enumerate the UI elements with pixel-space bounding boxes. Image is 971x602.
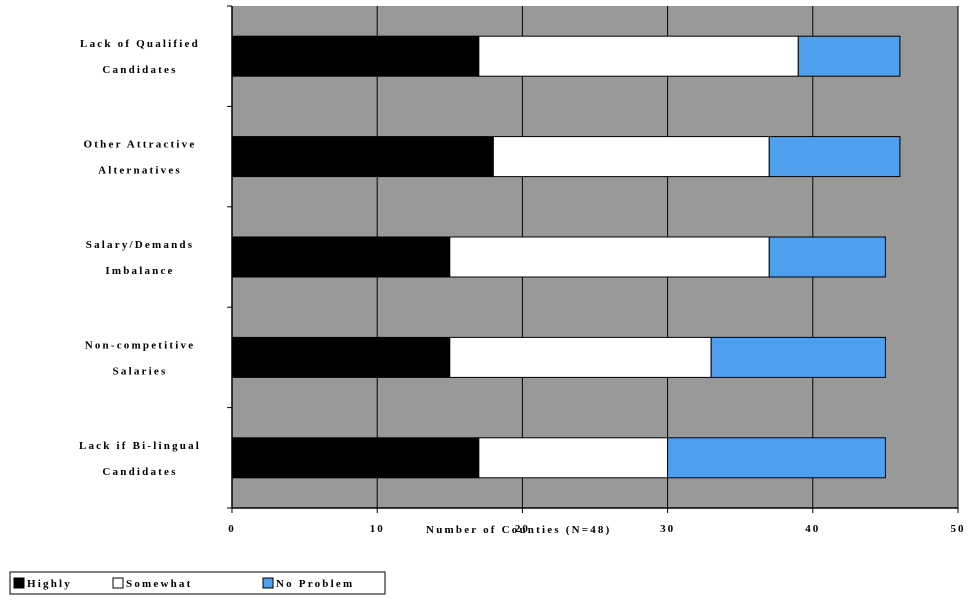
x-tick-label: 0 — [228, 523, 236, 535]
bar-somewhat — [449, 236, 770, 278]
bar-highly — [231, 336, 451, 378]
bar-highly — [231, 35, 480, 77]
legend-swatch — [112, 577, 124, 589]
x-tick-label: 30 — [660, 523, 675, 535]
y-axis: Lack of Qualified Candidates Other Attract… — [79, 5, 233, 509]
bar-no-problem — [710, 336, 886, 378]
legend-swatch — [262, 577, 274, 589]
category-label: Lack if Bi-lingual — [79, 440, 201, 452]
bar-no-problem — [768, 136, 901, 178]
x-tick-label: 50 — [951, 523, 966, 535]
bars — [231, 35, 901, 479]
category-label: Lack of Qualified — [80, 38, 200, 50]
category-label: Salary/Demands — [86, 239, 194, 251]
x-tick-label: 40 — [805, 523, 820, 535]
bar-no-problem — [667, 437, 886, 479]
category-label: Other Attractive — [84, 139, 197, 151]
legend-swatch — [13, 577, 25, 589]
legend-label: Somewhat — [126, 578, 193, 590]
bar-somewhat — [478, 35, 799, 77]
category-label: Candidates — [102, 466, 177, 478]
legend: Highly Somewhat No Problem — [9, 571, 386, 595]
legend-label: No Problem — [276, 578, 354, 590]
legend-box — [9, 571, 386, 595]
bar-somewhat — [478, 437, 669, 479]
x-tick-label: 20 — [515, 523, 530, 535]
category-label: Salaries — [113, 365, 168, 377]
x-axis-title: Number of Counties (N=48) — [426, 524, 611, 536]
bar-no-problem — [768, 236, 886, 278]
bar-somewhat — [449, 336, 712, 378]
bar-highly — [231, 136, 494, 178]
category-label: Candidates — [102, 64, 177, 76]
x-tick-label: 10 — [370, 523, 385, 535]
category-label: Alternatives — [98, 165, 182, 177]
bar-somewhat — [492, 136, 770, 178]
bar-highly — [231, 236, 451, 278]
x-axis: 0 10 20 30 40 50 — [228, 507, 966, 535]
legend-label: Highly — [27, 578, 72, 590]
category-label: Imbalance — [105, 265, 174, 277]
category-label: Non-competitive — [85, 339, 196, 351]
bar-no-problem — [797, 35, 901, 77]
bar-highly — [231, 437, 480, 479]
